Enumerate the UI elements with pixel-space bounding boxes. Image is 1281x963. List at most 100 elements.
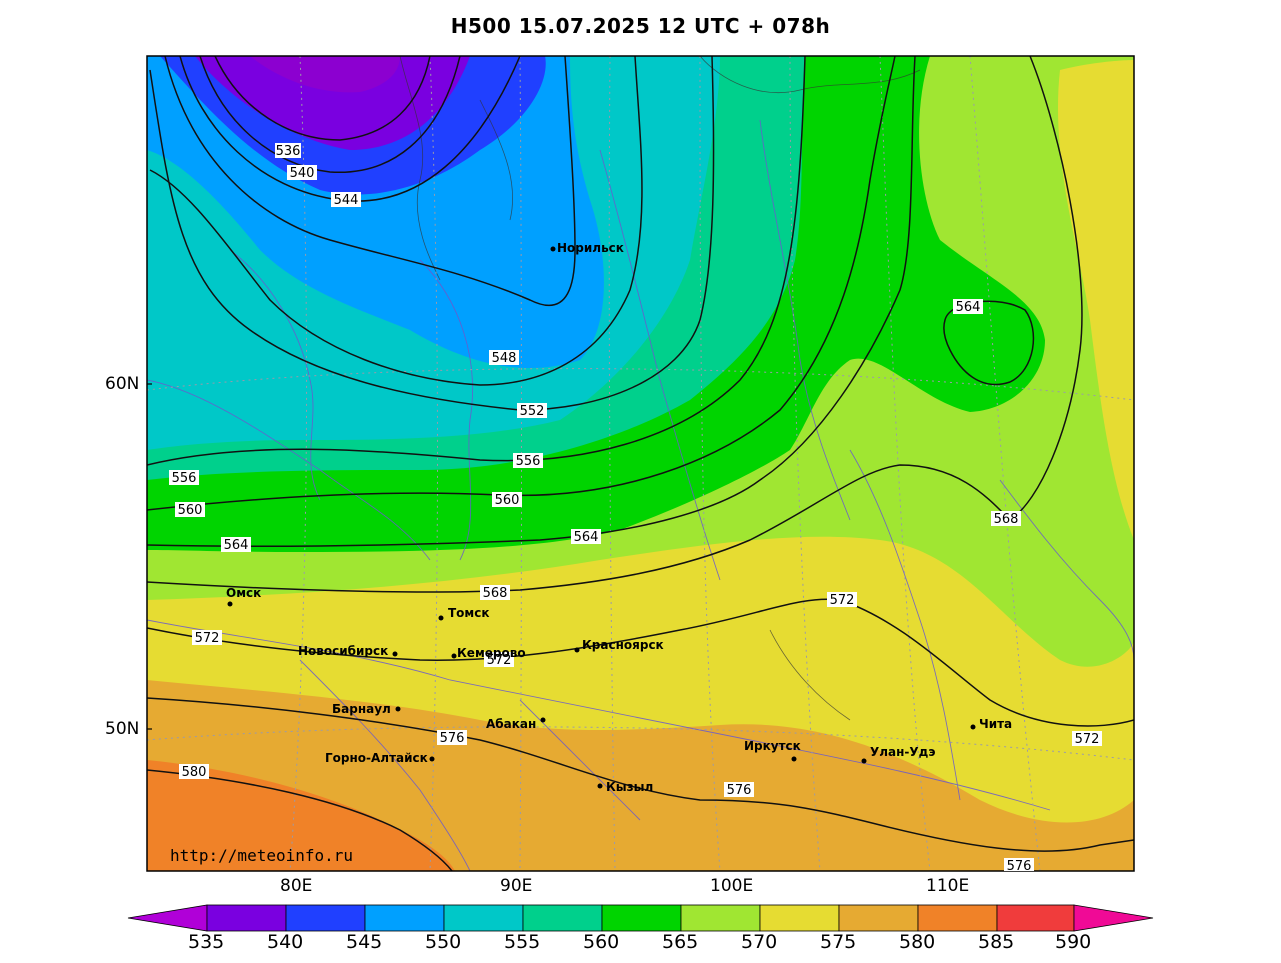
map-frame [146,55,1135,872]
map-title: H500 15.07.2025 12 UTC + 078h [450,14,831,38]
contour-label: 540 [287,165,317,181]
city-krasnoyarsk: Красноярск [574,638,664,653]
contour-label: 572 [192,630,222,646]
colorbar-label: 565 [662,931,699,953]
city-novosibirsk: Новосибирск [298,644,398,658]
svg-text:540: 540 [290,166,315,181]
lon-label: 80E [280,876,313,896]
svg-text:572: 572 [1075,732,1100,747]
colorbar-arrow-low [127,904,208,932]
colorbar-label: 535 [188,931,225,953]
city-irkutsk: Иркутск [744,739,801,762]
contour-label: 576 [724,782,754,798]
svg-text:544: 544 [334,193,359,208]
svg-text:576: 576 [727,783,752,798]
contour-label: 560 [175,502,205,518]
contour-label: 552 [517,403,547,419]
colorbar-cell [285,904,366,932]
color-fill-layer [147,56,1134,871]
svg-text:Кызыл: Кызыл [606,780,653,794]
contour-label: 576 [437,730,467,746]
contour-label: 544 [331,192,361,208]
credit-link[interactable]: http://meteoinfo.ru [170,846,354,865]
lat-label: 50N [105,719,140,739]
svg-text:Барнаул: Барнаул [332,702,391,716]
svg-text:572: 572 [830,593,855,608]
colorbar-cell [601,904,682,932]
contour-label: 568 [991,511,1021,527]
svg-text:568: 568 [483,586,508,601]
svg-text:556: 556 [516,454,541,469]
contour-label: 564 [571,529,601,545]
colorbar-label: 580 [899,931,936,953]
contour-label: 564 [221,537,251,553]
contour-label: 580 [179,764,209,780]
contour-label: 560 [492,492,522,508]
city-tomsk: Томск [438,606,490,621]
svg-text:572: 572 [487,653,512,668]
colorbar-arrow-high [1073,904,1154,932]
contour-label: 548 [489,350,519,366]
svg-text:Омск: Омск [226,586,261,600]
city-kemerovo: Кемерово [451,646,526,660]
svg-text:Горно-Алтайск: Горно-Алтайск [325,751,428,765]
svg-text:Красноярск: Красноярск [582,638,664,652]
city-chita: Чита [970,717,1012,731]
colorbar-cell [364,904,445,932]
contour-label: 568 [480,585,510,601]
svg-text:536: 536 [276,144,301,159]
contour-lines [147,56,1134,871]
colorbar-cell [443,904,524,932]
colorbar-cell [522,904,603,932]
city-ulan-ude: Улан-Удэ [861,745,935,764]
svg-text:Норильск: Норильск [557,241,624,255]
contour-label-group: 536 540 544 548 552 556 556 560 560 564 … [169,143,1102,874]
colorbar-label: 575 [820,931,857,953]
contour-label: 536 [275,143,301,159]
svg-text:556: 556 [172,471,197,486]
svg-text:548: 548 [492,351,517,366]
colorbar-label: 590 [1055,931,1092,953]
graticule [147,56,1134,871]
svg-text:Абакан: Абакан [486,717,536,731]
svg-text:560: 560 [178,503,203,518]
svg-text:580: 580 [182,765,207,780]
svg-text:Иркутск: Иркутск [744,739,801,753]
colorbar-cell [680,904,761,932]
colorbar-label: 585 [978,931,1015,953]
svg-text:572: 572 [195,631,220,646]
city-barnaul: Барнаул [332,702,401,716]
colorbar-label: 550 [425,931,462,953]
city-norilsk: Норильск [550,241,624,255]
colorbar-cell [759,904,840,932]
city-kyzyl: Кызыл [597,780,653,794]
contour-label: 572 [484,652,514,668]
svg-text:568: 568 [994,512,1019,527]
svg-text:564: 564 [956,300,981,315]
contour-label: 556 [169,470,199,486]
colorbar-cell [917,904,998,932]
colorbar [127,904,1154,932]
svg-text:560: 560 [495,493,520,508]
coastline [399,56,921,721]
lon-label: 90E [500,876,533,896]
colorbar-label: 570 [741,931,778,953]
svg-text:552: 552 [520,404,545,419]
colorbar-label: 560 [583,931,620,953]
colorbar-cell [996,904,1075,932]
lat-label: 60N [105,374,140,394]
svg-text:564: 564 [224,538,249,553]
svg-text:576: 576 [440,731,465,746]
colorbar-label: 540 [267,931,304,953]
colorbar-label: 545 [346,931,383,953]
city-omsk: Омск [226,586,261,607]
axis-ticks [147,383,152,730]
colorbar-cell [206,904,287,932]
contour-label: 564 [953,299,983,315]
contour-label: 576 [1004,858,1034,874]
svg-text:576: 576 [1007,859,1032,874]
svg-text:Чита: Чита [979,717,1012,731]
svg-text:Кемерово: Кемерово [457,646,526,660]
city-markers: Норильск Омск Томск Новосибирск Кемерово… [226,241,1012,794]
svg-text:Томск: Томск [448,606,490,620]
